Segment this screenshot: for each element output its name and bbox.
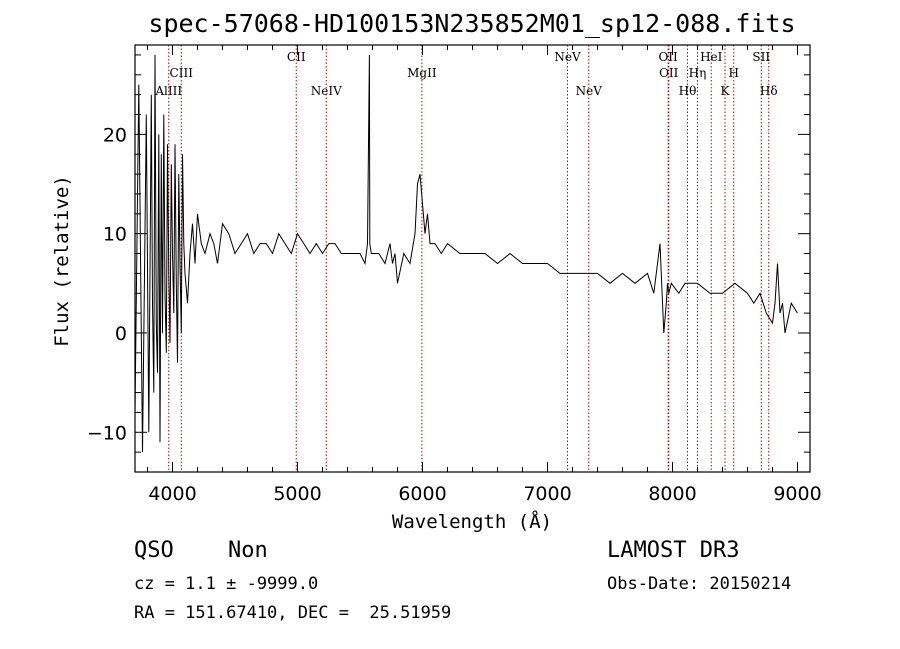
emission-line-label: NeIV [311, 84, 342, 98]
y-axis: −10 0 10 20 [87, 54, 810, 473]
y-tick-label: 20 [103, 124, 127, 146]
redshift-info: cz = 1.1 ± -9999.0 [134, 574, 319, 594]
emission-line-label: OII [658, 50, 678, 64]
emission-line-label: NeV [554, 50, 581, 64]
plot-frame [134, 44, 811, 473]
emission-line-label: CII [287, 50, 306, 64]
emission-line-labels: AlIIICIIICIINeIVMgIINeVNeVOIIOIIHθHηHeIK… [154, 50, 777, 98]
x-tick-label: 9000 [773, 483, 821, 505]
coordinates-info: RA = 151.67410, DEC = 25.51959 [134, 603, 452, 623]
chart-title: spec-57068-HD100153N235852M01_sp12-088.f… [148, 9, 795, 38]
emission-line-label: K [721, 84, 731, 98]
emission-line-label: Hη [689, 66, 707, 80]
emission-line-label: HeI [700, 50, 723, 64]
observation-date: Obs-Date: 20150214 [607, 574, 792, 594]
emission-line-label: AlIII [154, 84, 182, 98]
emission-line-label: OII [659, 66, 679, 80]
emission-line-label: MgII [407, 66, 437, 80]
emission-line-label: Hθ [679, 84, 697, 98]
y-tick-label: 10 [103, 224, 127, 246]
emission-line-label: SII [752, 50, 770, 64]
emission-line-label: NeV [576, 84, 603, 98]
spectrum-series-line [134, 54, 798, 453]
x-tick-label: 6000 [398, 483, 446, 505]
y-tick-label: 0 [115, 323, 127, 345]
object-subclass: Non [228, 538, 268, 563]
emission-line-label: H [729, 66, 739, 80]
y-tick-label: −10 [87, 422, 127, 444]
x-tick-label: 7000 [523, 483, 571, 505]
x-tick-label: 4000 [148, 483, 196, 505]
spectrum-chart: spec-57068-HD100153N235852M01_sp12-088.f… [51, 9, 822, 533]
x-axis-label: Wavelength (Å) [392, 510, 552, 533]
y-axis-label: Flux (relative) [51, 175, 73, 347]
emission-line-markers [168, 45, 770, 472]
x-tick-label: 5000 [273, 483, 321, 505]
emission-line-label: CIII [170, 66, 194, 80]
survey-name: LAMOST DR3 [607, 538, 740, 563]
object-class: QSO [134, 538, 174, 563]
x-axis: 4000 5000 6000 7000 8000 9000 [147, 45, 822, 505]
emission-line-label: Hδ [760, 84, 778, 98]
x-tick-label: 8000 [648, 483, 696, 505]
